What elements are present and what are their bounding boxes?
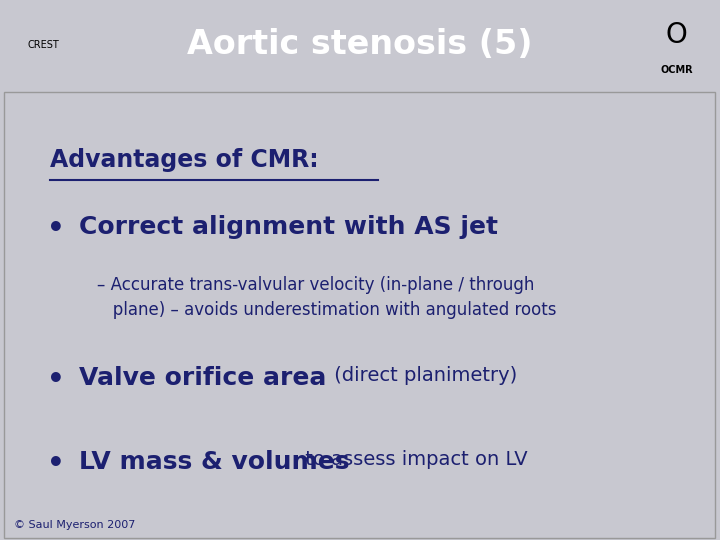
Text: •: • bbox=[47, 450, 65, 478]
Text: Correct alignment with AS jet: Correct alignment with AS jet bbox=[79, 215, 498, 239]
Text: to assess impact on LV: to assess impact on LV bbox=[299, 450, 528, 469]
Text: – Accurate trans-valvular velocity (in-plane / through
   plane) – avoids undere: – Accurate trans-valvular velocity (in-p… bbox=[97, 276, 557, 319]
Text: © Saul Myerson 2007: © Saul Myerson 2007 bbox=[14, 520, 136, 530]
Text: CREST: CREST bbox=[27, 39, 59, 50]
Text: Aortic stenosis (5): Aortic stenosis (5) bbox=[187, 28, 533, 61]
Text: Advantages of CMR:: Advantages of CMR: bbox=[50, 148, 319, 172]
Text: OCMR: OCMR bbox=[660, 65, 693, 75]
Text: O: O bbox=[666, 21, 688, 49]
Text: LV mass & volumes: LV mass & volumes bbox=[79, 450, 350, 474]
Text: Valve orifice area: Valve orifice area bbox=[79, 367, 327, 390]
Text: •: • bbox=[47, 367, 65, 394]
Text: (direct planimetry): (direct planimetry) bbox=[328, 367, 517, 386]
Text: •: • bbox=[47, 215, 65, 244]
